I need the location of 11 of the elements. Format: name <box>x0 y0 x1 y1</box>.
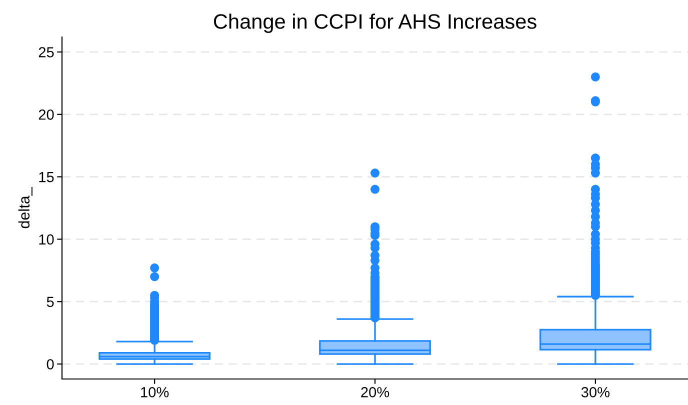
x-tick-label: 10% <box>141 387 169 398</box>
x-tick-label: 30% <box>581 387 610 398</box>
y-tick-label: 20 <box>38 109 54 120</box>
y-tick-label: 15 <box>39 172 54 182</box>
y-tick-label: 10 <box>39 234 54 245</box>
x-tick-label: 20% <box>361 387 390 398</box>
y-axis-title: delta_ <box>18 187 32 228</box>
y-tick-label: 0 <box>46 359 54 370</box>
y-tick-label: 5 <box>46 296 54 308</box>
chart-title: Change in CCPI for AHS Increases <box>214 14 536 33</box>
y-tick-label: 25 <box>38 47 54 58</box>
